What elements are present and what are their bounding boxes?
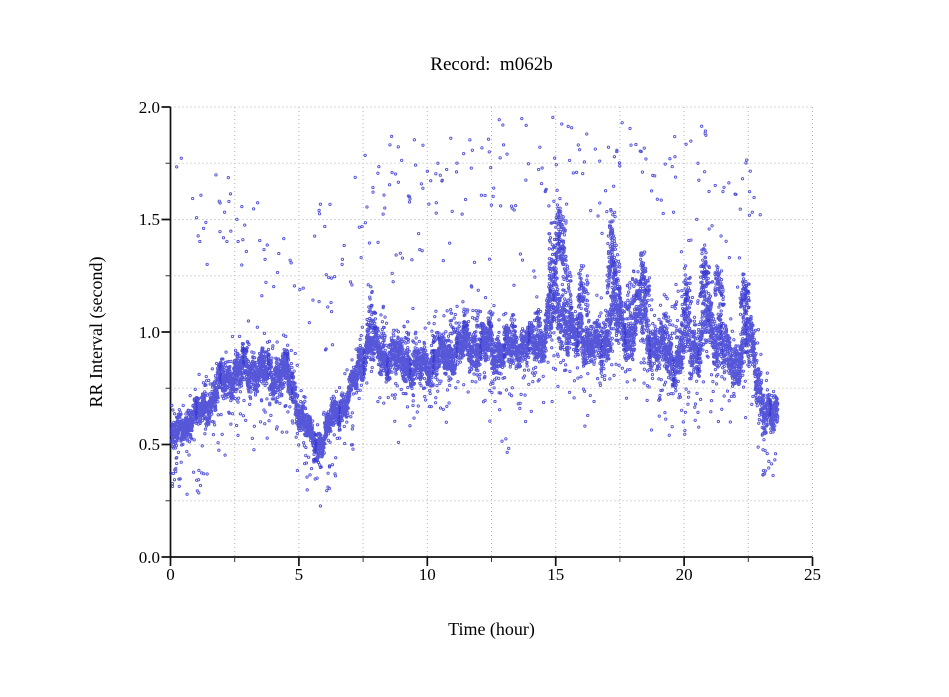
y-tick-label: 2.0 <box>138 97 160 117</box>
x-tick-label: 20 <box>675 565 693 584</box>
x-axis-label: Time (hour) <box>448 619 535 639</box>
y-tick-label: 1.5 <box>138 210 160 229</box>
chart-title: Record: m062b <box>430 54 553 75</box>
x-tick-label: 5 <box>294 565 304 584</box>
y-tick-label: 0.0 <box>138 547 160 567</box>
x-tick-label: 25 <box>804 565 821 584</box>
x-tick-label: 10 <box>418 565 436 584</box>
y-tick-label: 1.0 <box>138 322 160 342</box>
x-tick-label: 15 <box>547 565 565 584</box>
x-tick-label: 0 <box>166 565 175 584</box>
y-tick-label: 0.5 <box>138 435 160 454</box>
